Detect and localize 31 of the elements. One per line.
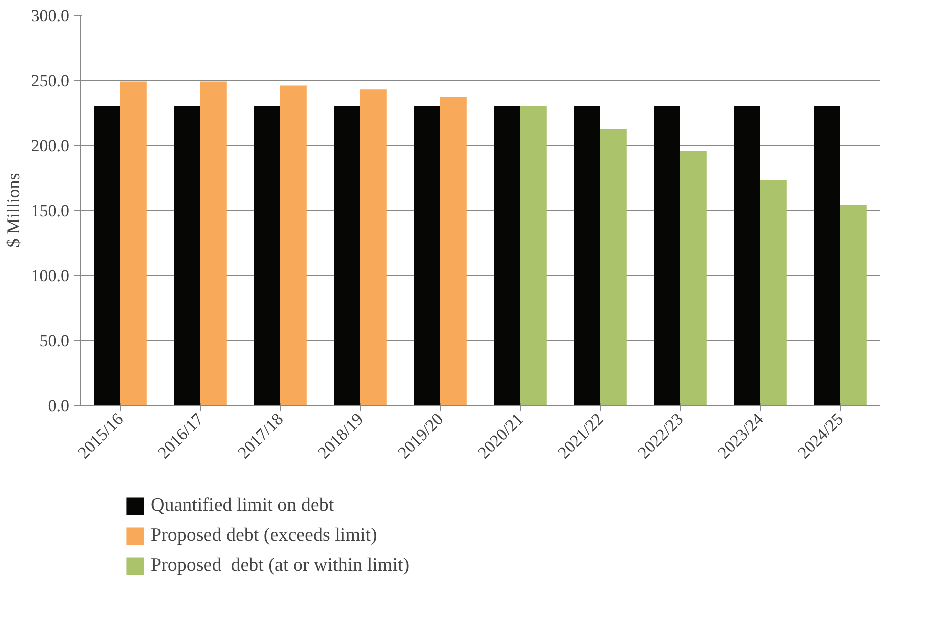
- bar: [814, 106, 840, 406]
- bar: [280, 86, 307, 406]
- legend-label: Proposed debt (at or within limit): [151, 555, 410, 577]
- bar: [360, 90, 387, 406]
- y-tick-label: 150.0: [31, 202, 70, 220]
- bar: [494, 106, 520, 406]
- bar: [600, 129, 627, 406]
- bar: [120, 82, 147, 406]
- y-tick-label: 300.0: [31, 6, 70, 26]
- bar: [254, 106, 280, 406]
- bar: [414, 106, 440, 406]
- bar: [840, 205, 867, 406]
- y-tick-label: 50.0: [40, 332, 70, 350]
- bar: [94, 106, 120, 406]
- bar: [520, 106, 547, 406]
- bar: [680, 151, 707, 406]
- y-tick-label: 0.0: [48, 396, 70, 416]
- bar: [440, 97, 467, 406]
- legend-label: Proposed debt (exceeds limit): [151, 525, 378, 547]
- bar: [574, 106, 600, 406]
- bar: [174, 106, 200, 406]
- bar: [760, 180, 787, 406]
- legend-label: Quantified limit on debt: [151, 495, 334, 517]
- bar: [334, 106, 360, 406]
- y-tick-label: 250.0: [31, 72, 70, 90]
- bar: [734, 106, 760, 406]
- y-tick-label: 200.0: [31, 136, 70, 156]
- bar: [200, 82, 227, 406]
- y-axis-title: $ Millions: [3, 173, 24, 248]
- bar: [654, 106, 680, 406]
- y-tick-label: 100.0: [31, 266, 70, 286]
